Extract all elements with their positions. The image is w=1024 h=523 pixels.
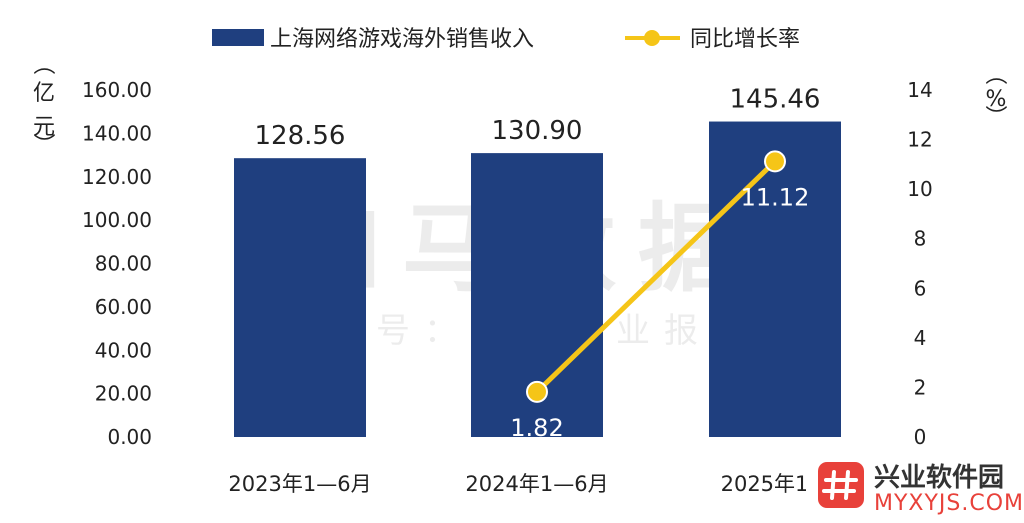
y-left-unit: （ 亿 元 ） bbox=[30, 53, 55, 155]
legend-line-label: 同比增长率 bbox=[690, 27, 800, 52]
growth-point bbox=[764, 150, 786, 173]
y-right-tick: 4 bbox=[914, 326, 927, 350]
y-right-tick: 12 bbox=[907, 128, 932, 152]
y-right-tick: 0 bbox=[914, 425, 927, 449]
x-tick: 2023年1—6月 bbox=[228, 472, 371, 496]
y-left-tick: 0.00 bbox=[107, 425, 152, 449]
badge-subtitle: MYXYJS.COM bbox=[874, 491, 1024, 516]
growth-line bbox=[535, 159, 777, 394]
y-left-tick: 80.00 bbox=[95, 252, 152, 276]
y-right-unit-close: ） bbox=[982, 105, 1007, 127]
y-left-tick: 20.00 bbox=[95, 382, 152, 406]
y-left-tick: 60.00 bbox=[95, 295, 152, 319]
line-series: 1.82 11.12 bbox=[510, 150, 810, 442]
y-left-tick: 40.00 bbox=[95, 338, 152, 362]
y-left-unit-char2: 元 bbox=[33, 115, 55, 140]
growth-point bbox=[526, 380, 548, 403]
y-left-unit-char1: 亿 bbox=[33, 81, 55, 106]
hash-icon bbox=[818, 462, 864, 508]
y-left-unit-close: ） bbox=[30, 133, 55, 155]
y-right-tick: 10 bbox=[907, 177, 932, 201]
y-left-tick: 160.00 bbox=[82, 78, 152, 102]
y-left-tick: 120.00 bbox=[82, 165, 152, 189]
growth-value-label: 1.82 bbox=[510, 414, 563, 442]
y-right-unit-char: % bbox=[986, 87, 1007, 112]
growth-value-label: 11.12 bbox=[741, 183, 810, 211]
y-right-tick: 14 bbox=[907, 78, 932, 102]
y-right-tick: 8 bbox=[914, 227, 927, 251]
bar-value-label: 128.56 bbox=[255, 121, 346, 151]
bar bbox=[234, 158, 366, 438]
x-tick: 2024年1—6月 bbox=[465, 472, 608, 496]
site-badge: 兴业软件园 MYXYJS.COM bbox=[806, 450, 1024, 523]
bar bbox=[709, 121, 841, 437]
bar-value-label: 130.90 bbox=[492, 116, 583, 146]
badge-title: 兴业软件园 bbox=[874, 463, 1004, 493]
legend-line-marker bbox=[644, 30, 660, 46]
y-left-axis: 160.00 140.00 120.00 100.00 80.00 60.00 40.00 2… bbox=[82, 78, 152, 449]
legend-bar-label: 上海网络游戏海外销售收入 bbox=[270, 27, 534, 52]
legend-bar-swatch bbox=[212, 29, 264, 46]
y-right-axis: 14 12 10 8 6 4 2 0 bbox=[907, 78, 932, 449]
y-right-unit-open: （ bbox=[982, 63, 1007, 85]
y-left-unit-open: （ bbox=[30, 53, 55, 75]
y-left-tick: 140.00 bbox=[82, 121, 152, 145]
y-right-tick: 6 bbox=[914, 276, 927, 300]
y-right-tick: 2 bbox=[914, 375, 927, 399]
y-left-tick: 100.00 bbox=[82, 208, 152, 232]
y-right-unit: （ % ） bbox=[982, 63, 1007, 127]
legend: 上海网络游戏海外销售收入 同比增长率 bbox=[212, 27, 800, 52]
bar-value-label: 145.46 bbox=[730, 85, 821, 115]
x-axis: 2023年1—6月 2024年1—6月 2025年1— bbox=[228, 472, 829, 496]
